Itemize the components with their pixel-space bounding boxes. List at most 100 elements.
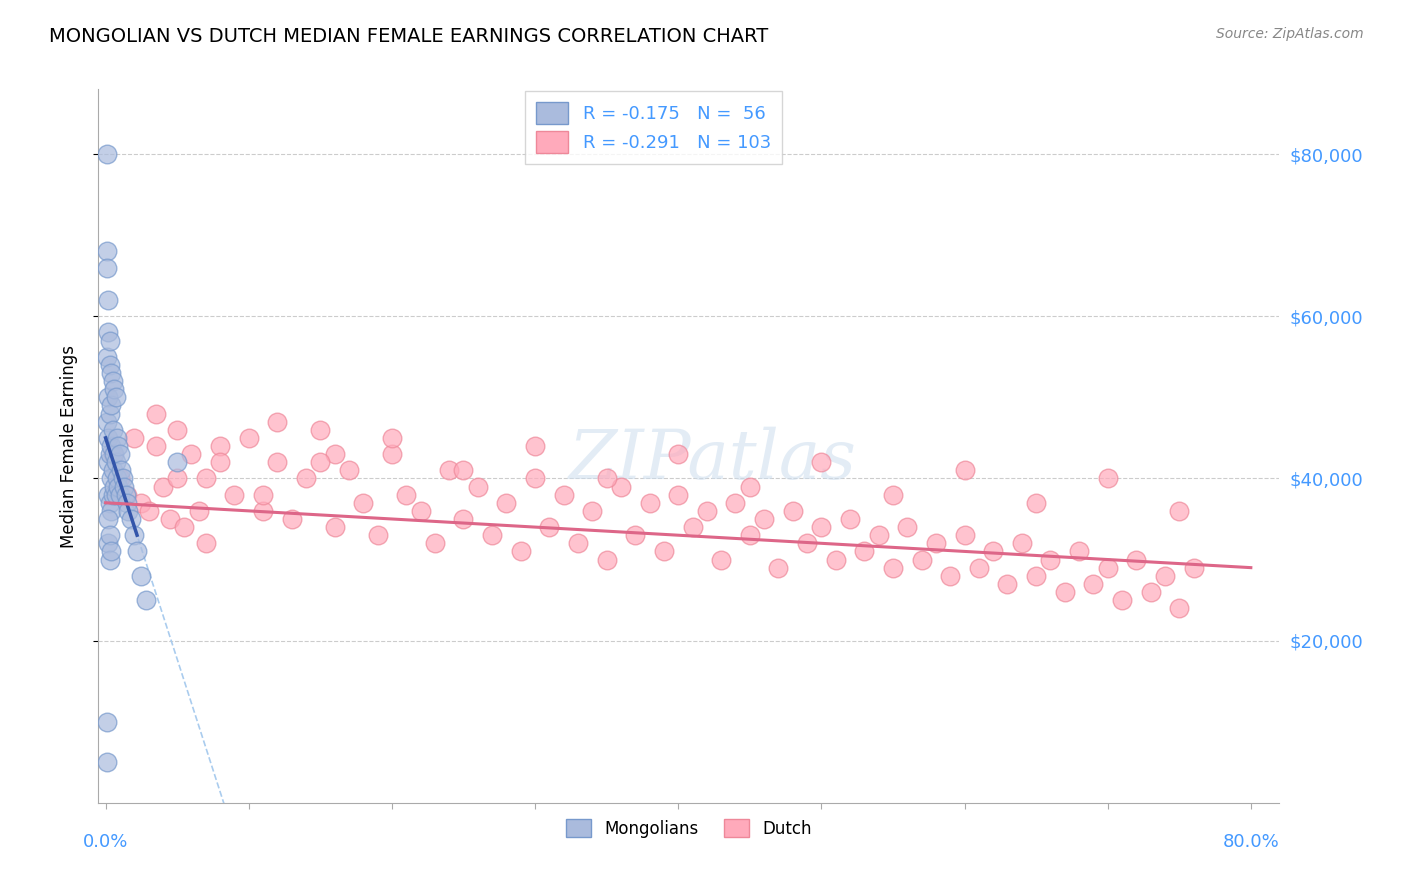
Point — [101, 463, 124, 477]
Point — [110, 463, 132, 477]
Point — [98, 407, 121, 421]
Point — [145, 407, 167, 421]
Point — [467, 479, 489, 493]
Point — [96, 714, 118, 729]
Point — [997, 577, 1019, 591]
Text: MONGOLIAN VS DUTCH MEDIAN FEMALE EARNINGS CORRELATION CHART: MONGOLIAN VS DUTCH MEDIAN FEMALE EARNING… — [49, 27, 769, 45]
Point — [97, 431, 120, 445]
Point — [97, 536, 120, 550]
Point — [152, 479, 174, 493]
Point — [108, 488, 131, 502]
Point — [96, 147, 118, 161]
Point — [131, 568, 153, 582]
Point — [115, 496, 138, 510]
Point — [652, 544, 675, 558]
Point — [107, 439, 129, 453]
Point — [108, 471, 131, 485]
Y-axis label: Median Female Earnings: Median Female Earnings — [59, 344, 77, 548]
Point — [122, 431, 145, 445]
Point — [98, 447, 121, 461]
Point — [105, 431, 128, 445]
Point — [810, 520, 832, 534]
Point — [367, 528, 389, 542]
Point — [100, 366, 122, 380]
Point — [882, 488, 904, 502]
Point — [953, 463, 976, 477]
Point — [252, 504, 274, 518]
Text: 0.0%: 0.0% — [83, 833, 128, 851]
Point — [98, 496, 121, 510]
Point — [738, 479, 761, 493]
Point — [481, 528, 503, 542]
Point — [810, 455, 832, 469]
Point — [101, 447, 124, 461]
Point — [1039, 552, 1062, 566]
Point — [115, 488, 138, 502]
Point — [252, 488, 274, 502]
Point — [724, 496, 747, 510]
Point — [910, 552, 932, 566]
Point — [595, 552, 617, 566]
Point — [1111, 593, 1133, 607]
Point — [96, 244, 118, 259]
Point — [595, 471, 617, 485]
Point — [145, 439, 167, 453]
Point — [100, 504, 122, 518]
Point — [103, 382, 125, 396]
Point — [238, 431, 260, 445]
Point — [666, 488, 689, 502]
Point — [96, 260, 118, 275]
Point — [103, 479, 125, 493]
Point — [682, 520, 704, 534]
Point — [100, 399, 122, 413]
Point — [953, 528, 976, 542]
Point — [101, 488, 124, 502]
Legend: Mongolians, Dutch: Mongolians, Dutch — [560, 813, 818, 845]
Point — [738, 528, 761, 542]
Point — [266, 415, 288, 429]
Point — [610, 479, 633, 493]
Point — [1097, 560, 1119, 574]
Point — [624, 528, 647, 542]
Point — [581, 504, 603, 518]
Point — [1083, 577, 1105, 591]
Point — [105, 471, 128, 485]
Point — [1025, 568, 1047, 582]
Point — [97, 488, 120, 502]
Point — [981, 544, 1004, 558]
Point — [101, 374, 124, 388]
Point — [352, 496, 374, 510]
Text: 80.0%: 80.0% — [1222, 833, 1279, 851]
Point — [104, 488, 127, 502]
Point — [101, 423, 124, 437]
Point — [796, 536, 818, 550]
Point — [108, 447, 131, 461]
Point — [925, 536, 948, 550]
Point — [696, 504, 718, 518]
Point — [768, 560, 790, 574]
Point — [138, 504, 160, 518]
Point — [309, 455, 332, 469]
Point — [553, 488, 575, 502]
Point — [100, 471, 122, 485]
Point — [107, 479, 129, 493]
Point — [224, 488, 246, 502]
Point — [111, 471, 134, 485]
Point — [381, 431, 404, 445]
Point — [939, 568, 962, 582]
Point — [159, 512, 181, 526]
Point — [295, 471, 318, 485]
Point — [1182, 560, 1205, 574]
Point — [495, 496, 517, 510]
Point — [437, 463, 460, 477]
Point — [323, 520, 346, 534]
Point — [1011, 536, 1033, 550]
Point — [98, 552, 121, 566]
Point — [423, 536, 446, 550]
Point — [710, 552, 733, 566]
Point — [96, 350, 118, 364]
Point — [395, 488, 418, 502]
Point — [1053, 585, 1076, 599]
Point — [868, 528, 890, 542]
Point — [117, 504, 139, 518]
